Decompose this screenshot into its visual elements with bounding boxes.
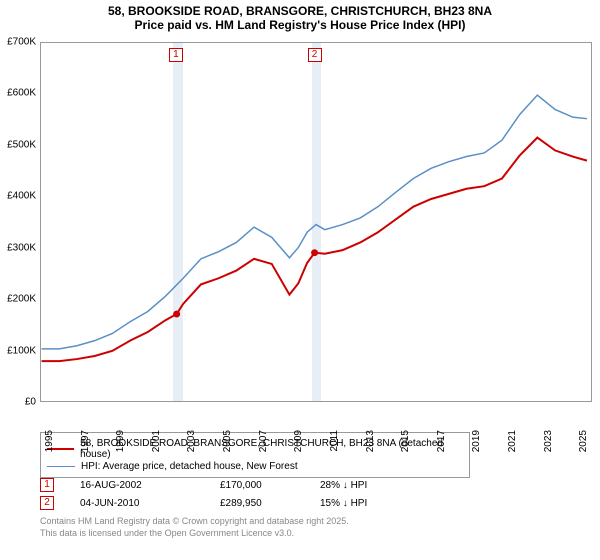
sale-marker-2: 2 (308, 48, 322, 62)
sales-table: 1 16-AUG-2002 £170,000 28% ↓ HPI 2 04-JU… (40, 476, 420, 512)
y-tick-label: £200K (7, 294, 36, 305)
sales-delta-1: 15% ↓ HPI (320, 498, 420, 509)
footer-line1: Contains HM Land Registry data © Crown c… (40, 516, 349, 528)
x-tick-label: 2019 (471, 430, 482, 452)
sales-row-0: 1 16-AUG-2002 £170,000 28% ↓ HPI (40, 476, 420, 494)
x-tick-label: 2001 (151, 430, 162, 452)
y-tick-label: £700K (7, 37, 36, 48)
plot-svg (41, 43, 591, 401)
sales-row-1: 2 04-JUN-2010 £289,950 15% ↓ HPI (40, 494, 420, 512)
title-block: 58, BROOKSIDE ROAD, BRANSGORE, CHRISTCHU… (0, 0, 600, 32)
x-tick-label: 2009 (293, 430, 304, 452)
x-tick-label: 2023 (543, 430, 554, 452)
chart-container: 58, BROOKSIDE ROAD, BRANSGORE, CHRISTCHU… (0, 0, 600, 560)
x-tick-label: 2013 (365, 430, 376, 452)
x-tick-label: 2017 (436, 430, 447, 452)
x-tick-label: 2005 (222, 430, 233, 452)
y-tick-label: £500K (7, 139, 36, 150)
x-tick-label: 2015 (400, 430, 411, 452)
x-tick-label: 2003 (186, 430, 197, 452)
sale-marker-1: 1 (169, 48, 183, 62)
y-tick-label: £600K (7, 88, 36, 99)
x-tick-label: 1997 (80, 430, 91, 452)
legend-label-1: HPI: Average price, detached house, New … (81, 461, 298, 472)
y-tick-label: £400K (7, 191, 36, 202)
title-line1: 58, BROOKSIDE ROAD, BRANSGORE, CHRISTCHU… (0, 4, 600, 18)
sales-date-1: 04-JUN-2010 (80, 498, 220, 509)
sales-marker-1: 2 (40, 496, 54, 510)
sales-date-0: 16-AUG-2002 (80, 480, 220, 491)
legend-row-1: HPI: Average price, detached house, New … (47, 461, 463, 472)
x-tick-label: 2007 (258, 430, 269, 452)
y-tick-label: £300K (7, 242, 36, 253)
y-tick-label: £0 (25, 397, 36, 408)
sales-price-0: £170,000 (220, 480, 320, 491)
x-tick-label: 1999 (115, 430, 126, 452)
sales-price-1: £289,950 (220, 498, 320, 509)
sales-delta-0: 28% ↓ HPI (320, 480, 420, 491)
sales-marker-0: 1 (40, 478, 54, 492)
x-tick-label: 2025 (578, 430, 589, 452)
legend-swatch-1 (47, 466, 75, 468)
footer-line2: This data is licensed under the Open Gov… (40, 528, 349, 540)
title-line2: Price paid vs. HM Land Registry's House … (0, 18, 600, 32)
y-tick-label: £100K (7, 345, 36, 356)
chart-area (40, 42, 592, 402)
footer: Contains HM Land Registry data © Crown c… (40, 516, 349, 539)
x-tick-label: 2011 (329, 430, 340, 452)
x-tick-label: 2021 (507, 430, 518, 452)
x-tick-label: 1995 (44, 430, 55, 452)
